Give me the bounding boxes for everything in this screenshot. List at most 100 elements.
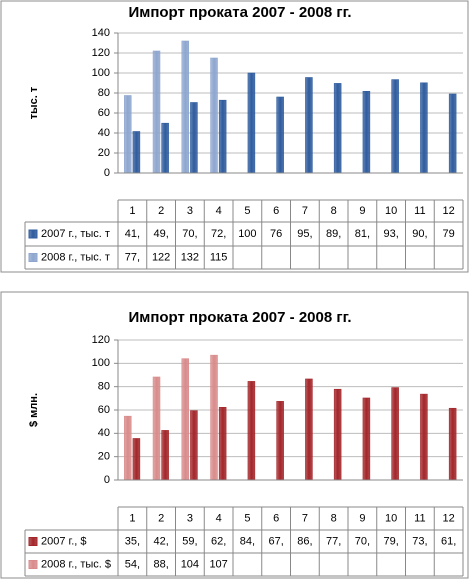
bar — [247, 381, 256, 481]
y-tick-label: 60 — [98, 404, 110, 416]
x-tick-label: 5 — [244, 205, 250, 217]
bar — [132, 131, 141, 174]
bar — [391, 387, 399, 481]
y-tick-label: 0 — [104, 167, 110, 179]
x-tick-label: 2 — [158, 205, 164, 217]
y-axis-label: $ млн. — [28, 393, 40, 427]
bar — [247, 72, 256, 174]
table-value: 61, — [441, 535, 456, 547]
bar — [161, 122, 169, 174]
bar — [124, 95, 132, 174]
legend-swatch — [28, 537, 38, 546]
x-tick-label: 8 — [331, 205, 337, 217]
bar — [448, 93, 457, 174]
bar — [190, 410, 198, 481]
bar — [218, 407, 227, 481]
bar — [210, 354, 218, 481]
bar — [152, 50, 161, 174]
bar — [333, 388, 342, 481]
x-tick-label: 3 — [187, 512, 193, 524]
bar — [276, 96, 284, 174]
y-tick-label: 80 — [98, 87, 110, 99]
y-tick-label: 140 — [92, 27, 110, 39]
table-value: 104 — [181, 558, 199, 570]
table-value: 107 — [209, 558, 227, 570]
bar — [276, 401, 284, 481]
x-tick-label: 6 — [273, 205, 279, 217]
x-tick-label: 12 — [443, 205, 455, 217]
x-tick-label: 4 — [216, 512, 222, 524]
x-tick-label: 1 — [129, 512, 135, 524]
table-value: 132 — [181, 251, 199, 263]
table-value: 54, — [125, 558, 140, 570]
table-value: 115 — [210, 251, 228, 263]
table-value: 67, — [268, 535, 283, 547]
bar — [161, 430, 169, 481]
x-tick-label: 7 — [302, 205, 308, 217]
bar — [218, 99, 227, 174]
bar — [181, 40, 190, 174]
table-value: 122 — [152, 251, 170, 263]
y-tick-label: 20 — [98, 147, 110, 159]
y-tick-label: 100 — [92, 67, 110, 79]
table-value: 79, — [383, 535, 398, 547]
table-value: 42, — [153, 535, 168, 547]
y-tick-label: 120 — [92, 334, 110, 346]
legend-label: 2008 г., тыс. т — [41, 251, 110, 263]
legend-swatch — [28, 560, 38, 569]
bar — [152, 376, 161, 481]
bar — [420, 393, 428, 481]
table-value: 72, — [211, 228, 226, 240]
x-tick-label: 11 — [414, 512, 425, 524]
chart-title: Импорт проката 2007 - 2008 гг. — [128, 4, 351, 21]
bar — [391, 79, 399, 174]
bar — [448, 407, 457, 481]
chart: Импорт проката 2007 - 2008 гг. $ млн. 0 20 4… — [0, 291, 469, 579]
legend-swatch — [28, 229, 38, 239]
table-value: 35, — [125, 535, 140, 547]
table-value: 89, — [326, 228, 341, 240]
y-tick-label: 100 — [92, 357, 110, 369]
x-tick-label: 9 — [359, 512, 365, 524]
table-value: 90, — [412, 228, 427, 240]
legend-swatch — [28, 253, 38, 262]
x-tick-label: 11 — [414, 205, 425, 217]
table-value: 73, — [412, 535, 427, 547]
legend-label: 2008 г., тыс. $ — [41, 558, 111, 570]
x-tick-label: 9 — [359, 205, 365, 217]
y-tick-label: 20 — [98, 451, 110, 463]
legend-label: 2007 г., $ — [41, 535, 86, 547]
table-value: 79 — [443, 228, 455, 240]
bar — [305, 378, 313, 481]
table-value: 62, — [211, 535, 226, 547]
x-tick-label: 4 — [216, 205, 222, 217]
x-tick-label: 6 — [273, 512, 279, 524]
table-value: 77, — [125, 251, 140, 263]
x-tick-label: 5 — [244, 512, 250, 524]
table-value: 88, — [153, 558, 168, 570]
x-tick-label: 10 — [385, 512, 397, 524]
x-tick-label: 8 — [331, 512, 337, 524]
table-value: 84, — [240, 535, 255, 547]
bar — [305, 77, 313, 174]
bar — [124, 415, 132, 481]
table-value: 41, — [125, 228, 140, 240]
x-tick-label: 2 — [158, 512, 164, 524]
table-value: 59, — [182, 535, 197, 547]
bar — [362, 91, 371, 174]
bar — [210, 57, 218, 174]
bar — [132, 438, 141, 481]
x-tick-label: 10 — [385, 205, 397, 217]
table-value: 95, — [297, 228, 312, 240]
y-tick-label: 80 — [98, 381, 110, 393]
table-value: 93, — [383, 228, 398, 240]
x-tick-label: 12 — [443, 512, 455, 524]
x-tick-label: 7 — [302, 512, 308, 524]
y-tick-label: 60 — [98, 107, 110, 119]
bar — [333, 83, 342, 174]
chart-frame — [0, 0, 469, 273]
y-tick-label: 40 — [98, 127, 110, 139]
table-value: 70, — [355, 535, 370, 547]
table-value: 100 — [238, 228, 256, 240]
